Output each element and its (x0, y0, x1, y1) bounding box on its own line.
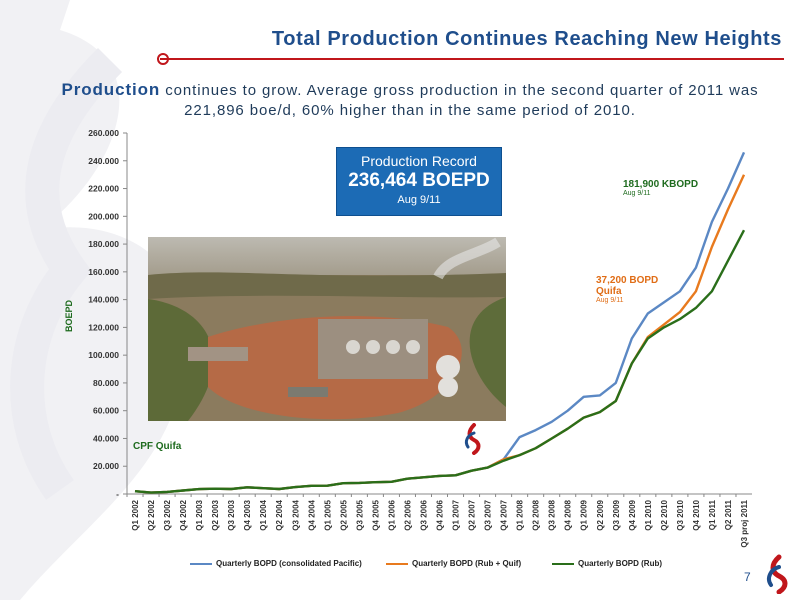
x-tick-label: Q4 2006 (436, 499, 445, 530)
quifa-annotation: 37,200 BOPD Quifa Aug 9/11 (596, 275, 658, 304)
x-tick-label: Q4 2007 (500, 499, 509, 530)
x-tick-label: Q3 2007 (484, 499, 493, 530)
y-tick-label: - (116, 489, 119, 499)
record-title: Production Record (361, 153, 477, 169)
legend-label: Quarterly BOPD (Rub + Quif) (412, 559, 522, 568)
x-tick-label: Q4 2005 (371, 499, 380, 530)
x-tick-label: Q1 2011 (708, 499, 717, 530)
x-tick-label: Q4 2010 (692, 499, 701, 530)
x-tick-label: Q3 2009 (612, 499, 621, 530)
rub-annotation: 181,900 KBOPD Aug 9/11 (623, 179, 698, 197)
x-tick-label: Q2 2005 (339, 499, 348, 530)
pacific-logo-icon (464, 423, 481, 455)
y-axis-label: BOEPD (64, 300, 74, 333)
chart-axes (123, 132, 752, 497)
y-tick-label: 220.000 (88, 184, 119, 194)
quifa-annotation-name: Quifa (596, 286, 622, 297)
x-tick-label: Q3 2006 (419, 499, 428, 530)
y-tick-label: 160.000 (88, 267, 119, 277)
page-number: 7 (744, 570, 751, 584)
quifa-annotation-date: Aug 9/11 (596, 297, 624, 304)
production-record-box: Production Record 236,464 BOEPD Aug 9/11 (336, 147, 502, 216)
x-tick-label: Q2 2003 (211, 499, 220, 530)
y-tick-label: 120.000 (88, 322, 119, 332)
pacific-logo-icon (767, 554, 788, 594)
x-tick-label: Q2 2009 (596, 499, 605, 530)
x-tick-label: Q3 2008 (548, 499, 557, 530)
subtitle-body: continues to grow. Average gross product… (160, 82, 759, 119)
legend-label: Quarterly BOPD (Rub) (578, 559, 663, 568)
x-tick-label: Q2 2011 (724, 499, 733, 530)
x-tick-label: Q1 2002 (131, 499, 140, 530)
y-tick-label: 140.000 (88, 295, 119, 305)
x-tick-label: Q3 2005 (355, 499, 364, 530)
rub-annotation-value: 181,900 KBOPD (623, 179, 699, 190)
x-tick-label: Q3 2003 (227, 499, 236, 530)
x-tick-label: Q1 2008 (516, 499, 525, 530)
y-tick-label: 60.000 (93, 406, 119, 416)
x-tick-label: Q4 2008 (564, 499, 573, 530)
y-tick-label: 180.000 (88, 239, 119, 249)
rub-annotation-date: Aug 9/11 (623, 190, 651, 197)
y-tick-label: 200.000 (88, 211, 119, 221)
x-tick-label: Q4 2003 (243, 499, 252, 530)
legend-label: Quarterly BOPD (consolidated Pacific) (216, 559, 362, 568)
x-tick-label: Q1 2007 (452, 499, 461, 530)
y-tick-label: 20.000 (93, 461, 119, 471)
x-tick-label: Q1 2004 (259, 499, 268, 530)
quifa-annotation-value: 37,200 BOPD (596, 275, 659, 286)
y-tick-label: 240.000 (88, 156, 119, 166)
x-tick-label: Q1 2006 (387, 499, 396, 530)
x-tick-label: Q2 2006 (403, 499, 412, 530)
series-layer (134, 151, 746, 494)
cpf-quifa-photo (148, 237, 506, 421)
x-tick-label: Q4 2009 (628, 499, 637, 530)
y-tick-label: 260.000 (88, 128, 119, 138)
x-tick-label: Q2 2004 (275, 499, 284, 530)
legend-item-consolidated: Quarterly BOPD (consolidated Pacific) (190, 559, 362, 568)
subtitle: Production continues to grow. Average gr… (40, 80, 780, 121)
x-tick-label: Q2 2008 (532, 499, 541, 530)
x-tick-label: Q1 2003 (195, 499, 204, 530)
legend-item-rub: Quarterly BOPD (Rub) (552, 559, 662, 568)
record-date: Aug 9/11 (397, 194, 441, 206)
x-tick-label: Q1 2010 (644, 499, 653, 530)
x-tick-label: Q3 2004 (291, 499, 300, 530)
y-tick-label: 80.000 (93, 378, 119, 388)
series-line-rub (134, 229, 746, 494)
legend-item-rub-quif: Quarterly BOPD (Rub + Quif) (386, 559, 521, 568)
x-tick-label: Q3 2010 (676, 499, 685, 530)
y-tick-label: 40.000 (93, 433, 119, 443)
x-tick-label: Q2 2010 (660, 499, 669, 530)
subtitle-lead: Production (61, 80, 161, 99)
legend-swatch (190, 562, 212, 565)
x-tick-label: Q2 2002 (147, 499, 156, 530)
x-tick-label: Q4 2002 (179, 499, 188, 530)
x-tick-labels: Q1 2002 Q2 2002 Q3 2002 Q4 2002 Q1 2003 Q2 20… (131, 499, 749, 547)
x-tick-label: Q4 2004 (307, 499, 316, 530)
page-title: Total Production Continues Reaching New … (271, 28, 782, 50)
y-tick-labels: - 20.000 40.000 60.000 80.000 100.000 120.000 1… (88, 128, 119, 499)
legend-swatch (386, 562, 408, 565)
x-tick-label: Q1 2005 (323, 499, 332, 530)
cpf-quifa-label: CPF Quifa (133, 441, 182, 452)
title-underline (160, 58, 784, 60)
x-tick-label: Q3 2002 (163, 499, 172, 530)
record-value: 236,464 BOEPD (348, 170, 490, 191)
y-tick-label: 100.000 (88, 350, 119, 360)
x-tick-label: Q3 proj 2011 (740, 499, 749, 547)
legend-swatch (552, 562, 574, 565)
x-tick-label: Q1 2009 (580, 499, 589, 530)
x-tick-label: Q2 2007 (468, 499, 477, 530)
